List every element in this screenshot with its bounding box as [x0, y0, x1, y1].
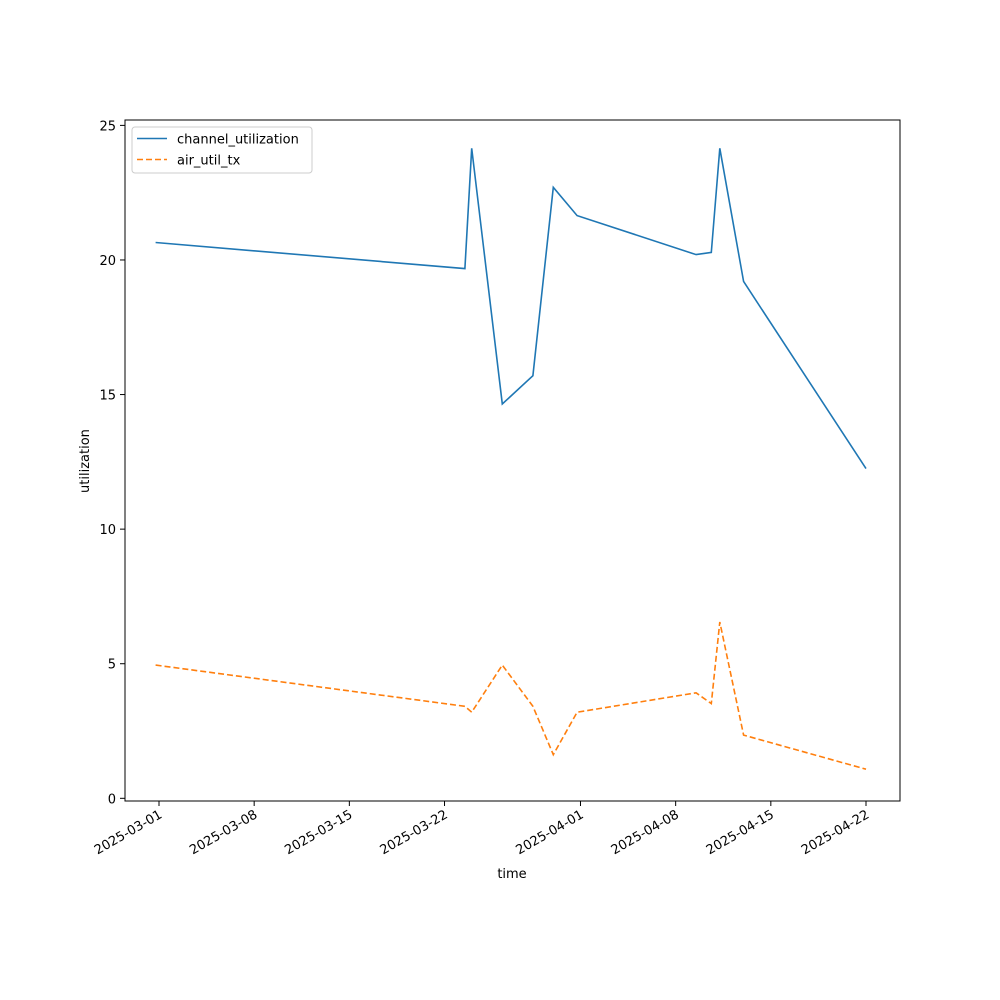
y-tick-label: 25 [99, 119, 116, 134]
y-tick-label: 10 [99, 523, 116, 538]
y-tick-label: 0 [108, 792, 116, 807]
y-axis: 0 5 10 15 20 25 [99, 119, 125, 807]
legend-label-air-util-tx: air_util_tx [177, 154, 241, 169]
y-tick-label: 20 [99, 254, 116, 269]
y-tick-label: 15 [99, 389, 116, 404]
series-line-air-util-tx [155, 621, 867, 770]
legend-label-channel-utilization: channel_utilization [177, 133, 299, 148]
legend: channel_utilization air_util_tx [131, 126, 313, 174]
plot-area [124, 119, 901, 802]
series-line-channel-utilization [155, 148, 867, 470]
legend-frame [131, 126, 313, 174]
series-layer [155, 148, 867, 770]
y-axis-label: utilization [78, 429, 93, 493]
axes-frame [124, 119, 901, 802]
x-axis-label: time [497, 867, 526, 882]
y-tick-label: 5 [108, 658, 116, 673]
